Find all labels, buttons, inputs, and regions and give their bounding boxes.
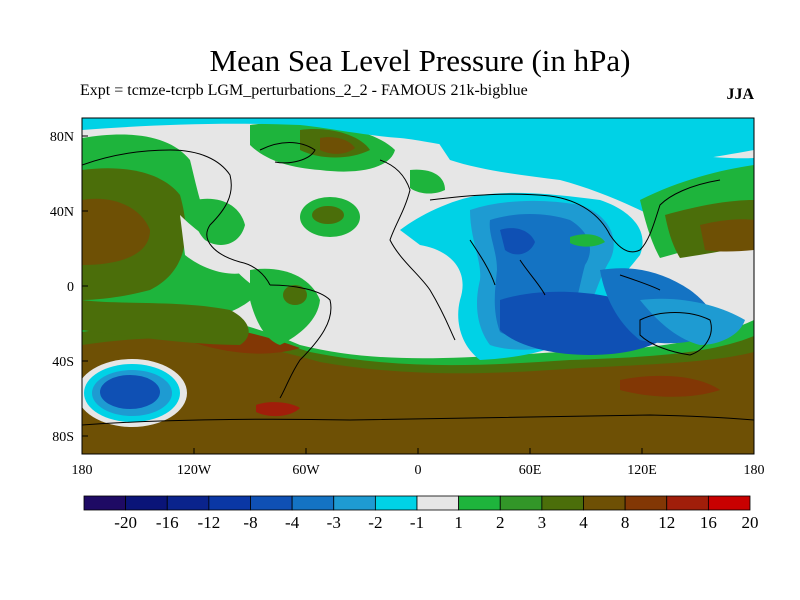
colorbar-label: 3 [538, 513, 547, 532]
colorbar-swatch [208, 495, 251, 511]
y-tick-label: 80S [52, 430, 74, 445]
east-asia-brown-band [700, 219, 754, 252]
pacific-east-grey-wedge [180, 215, 260, 274]
colorbar-swatch [499, 495, 543, 511]
colorbar-label: 8 [621, 513, 630, 532]
colorbar-label: -1 [410, 513, 424, 532]
colorbar-swatch [583, 495, 626, 511]
x-tick-label: 180 [72, 463, 93, 478]
tibet-green [570, 234, 605, 247]
colorbar-label: -20 [114, 513, 137, 532]
australia-blue [640, 298, 745, 345]
colorbar-label: -12 [198, 513, 221, 532]
season-label: JJA [726, 86, 754, 103]
north-pacific-brown [82, 198, 150, 265]
colorbar-swatch [624, 495, 668, 511]
colorbar-label: -16 [156, 513, 179, 532]
colorbar-label: -3 [327, 513, 341, 532]
tropical-pacific-olive [82, 300, 249, 345]
colorbar-swatch [541, 495, 584, 511]
colorbar-label: 2 [496, 513, 505, 532]
north-atlantic-olive-blob [312, 206, 344, 224]
y-tick-label: 80N [50, 130, 74, 145]
chart-subtitle: Expt = tcmze-tcrpb LGM_perturbations_2_2… [80, 82, 528, 99]
colorbar-label: 4 [579, 513, 588, 532]
colorbar-swatch [291, 495, 335, 511]
colorbar-label: -2 [368, 513, 382, 532]
x-tick-label: 120E [627, 463, 657, 478]
colorbar-swatch [416, 495, 460, 511]
colorbar-swatch [83, 495, 127, 511]
colorbar-label: 16 [700, 513, 717, 532]
colorbar-swatch [666, 495, 709, 511]
colorbar-label: -4 [285, 513, 300, 532]
x-tick-label: 60W [292, 463, 320, 478]
colorbar-label: -8 [243, 513, 257, 532]
colorbar-swatch [125, 495, 168, 511]
colorbar: -20 -16 -12 -8 -4 -3 -2 -1 1 2 3 4 8 12 16 20 [83, 495, 759, 532]
y-tick-label: 40N [50, 205, 74, 220]
colorbar-swatch [458, 495, 501, 511]
europe-green [410, 169, 445, 194]
y-tick-label: 0 [67, 280, 74, 295]
southern-ocean-brown-band [82, 338, 754, 454]
chart-title: Mean Sea Level Pressure (in hPa) [209, 43, 631, 78]
x-tick-label: 180 [744, 463, 765, 478]
colorbar-swatch [166, 495, 210, 511]
colorbar-swatch [374, 495, 418, 511]
arabia-core [500, 228, 535, 255]
x-tick-label: 120W [177, 463, 212, 478]
tick-marks [81, 135, 755, 454]
colorbar-label: 20 [742, 513, 759, 532]
south-atlantic-red-patch [256, 402, 300, 417]
colorbar-swatch [250, 495, 293, 511]
coastlines [82, 142, 754, 426]
x-tick-label: 60E [519, 463, 542, 478]
colorbar-swatch [707, 495, 751, 511]
x-tick-label: 0 [415, 463, 422, 478]
colorbar-swatch [333, 495, 376, 511]
south-pacific-low-core [100, 375, 160, 409]
y-tick-label: 40S [52, 355, 74, 370]
greenland-brown [320, 137, 355, 154]
australia-south-red-patch [620, 375, 720, 397]
south-america-olive [283, 285, 307, 305]
colorbar-label: 1 [454, 513, 463, 532]
colorbar-label: 12 [658, 513, 675, 532]
